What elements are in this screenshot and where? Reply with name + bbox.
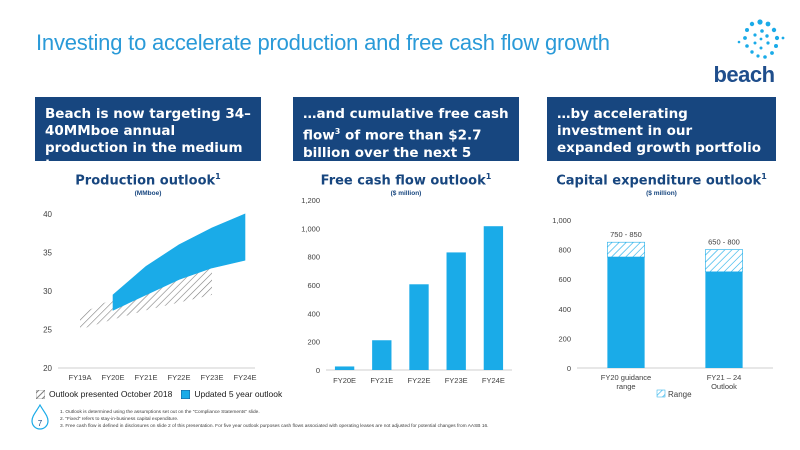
- legend-label: Updated 5 year outlook: [194, 389, 283, 399]
- y-tick-label: 35: [43, 249, 52, 258]
- range-legend-label: Range: [668, 390, 692, 399]
- callout-fcf: …and cumulative free cash flow3 of more …: [293, 97, 519, 178]
- page-title: Investing to accelerate production and f…: [36, 30, 610, 55]
- x-tick-label: FY24E: [482, 376, 505, 385]
- callout-footnote-ref: 3: [334, 127, 341, 136]
- legend-item-updated: Updated 5 year outlook: [181, 389, 282, 399]
- range-legend-swatch: [656, 389, 666, 398]
- x-tick-label: range: [616, 382, 635, 391]
- chart-title-text: Capital expenditure outlook: [556, 173, 762, 189]
- y-tick-label: 20: [43, 364, 52, 373]
- x-tick-label: FY22E: [408, 376, 431, 385]
- bar-range: [705, 249, 743, 273]
- y-tick-label: 30: [43, 287, 52, 296]
- x-tick-label: FY23E: [445, 376, 468, 385]
- band-oct2018: [80, 267, 212, 330]
- x-tick-label: FY22E: [168, 373, 191, 382]
- callout-text: …and cumulative free cash flow: [303, 106, 509, 144]
- fcf-chart: 0 200 400 600 800 1,000 1,200 FY20E FY21E FY22E FY…: [290, 192, 520, 392]
- y-tick-label: 1,000: [552, 216, 571, 225]
- legend-label: Outlook presented October 2018: [49, 389, 173, 399]
- bar-range: [607, 241, 645, 258]
- band-updated-outlook: [112, 213, 246, 311]
- x-tick-label: FY20E: [333, 376, 356, 385]
- callout-production: Beach is now targeting 34–40MMboe annual…: [35, 97, 261, 173]
- legend-item-oct2018: Outlook presented October 2018: [36, 389, 172, 399]
- y-tick-label: 1,200: [301, 196, 320, 205]
- bar: [483, 226, 504, 370]
- y-tick-label: 600: [558, 275, 571, 284]
- chart-title-text: Free cash flow outlook: [320, 173, 486, 189]
- chart-title-footnote-ref: 1: [761, 172, 767, 181]
- beach-logo-icon: [737, 19, 785, 59]
- bar-base: [607, 257, 645, 368]
- chart-subtitle-capex: ($ million): [646, 190, 677, 197]
- chart-title-production: Production outlook1: [35, 172, 261, 188]
- y-tick-label: 800: [307, 253, 320, 262]
- callout-capex: …by accelerating investment in our expan…: [547, 97, 776, 161]
- callout-text: Beach is now targeting 34–40MMboe annual…: [45, 106, 251, 173]
- y-tick-label: 200: [558, 334, 571, 343]
- bar: [372, 340, 392, 370]
- solid-swatch-icon: [181, 389, 191, 399]
- y-tick-label: 600: [307, 281, 320, 290]
- bar: [409, 284, 429, 370]
- chart-title-fcf: Free cash flow outlook1: [293, 172, 519, 188]
- chart-subtitle-production: (MMboe): [134, 190, 162, 197]
- x-tick-label: FY21 – 24: [707, 373, 742, 382]
- footnote: 3. Free cash flow is defined in disclosu…: [60, 424, 489, 430]
- bar-base: [705, 271, 743, 368]
- chart-subtitle-fcf: ($ million): [390, 190, 422, 197]
- x-tick-label: FY21E: [370, 376, 393, 385]
- data-label: 750 - 850: [610, 230, 642, 239]
- bar: [446, 252, 466, 370]
- footnote: 1. Outlook is determined using the assum…: [60, 410, 260, 415]
- x-tick-label: FY19A: [69, 373, 92, 382]
- chart-svg: 0 200 400 600 800 1,000 750 - 850 FY20 guidance…: [552, 216, 773, 399]
- chart-title-text: Production outlook: [75, 173, 216, 189]
- chart-title-footnote-ref: 1: [215, 172, 221, 181]
- callout-text: …by accelerating investment in our expan…: [557, 106, 761, 156]
- logo-wordmark: beach: [713, 62, 775, 87]
- capex-chart: 0 200 400 600 800 1,000 750 - 850 FY20 guidance…: [545, 210, 780, 405]
- y-tick-label: 1,000: [301, 224, 320, 233]
- y-tick-label: 0: [316, 366, 320, 375]
- chart-title-footnote-ref: 1: [485, 172, 492, 181]
- footnotes: 1. Outlook is determined using the assum…: [60, 409, 489, 431]
- x-tick-label: FY24E: [234, 373, 257, 382]
- footnote: 2. "Fixed" refers to stay-in-business ca…: [60, 417, 179, 423]
- chart-svg: 0 200 400 600 800 1,000 1,200 FY20E FY21E FY22E FY…: [301, 196, 512, 385]
- y-tick-label: 25: [43, 326, 52, 335]
- x-tick-label: Outlook: [711, 382, 737, 391]
- production-chart: 20 25 30 35 40 FY19A FY20E FY21E FY22E FY23E FY24E: [30, 200, 265, 390]
- production-legend: Outlook presented October 2018 Updated 5…: [36, 389, 291, 399]
- x-tick-label: FY20E: [102, 373, 125, 382]
- hatch-swatch-icon: [36, 389, 45, 399]
- x-tick-label: FY21E: [135, 373, 158, 382]
- bar: [334, 366, 355, 370]
- y-tick-label: 400: [307, 309, 320, 318]
- chart-svg: 20 25 30 35 40 FY19A FY20E FY21E FY22E FY23E FY24E: [43, 210, 257, 382]
- y-tick-label: 40: [43, 210, 52, 219]
- x-tick-label: FY20 guidance: [601, 373, 651, 382]
- y-tick-label: 400: [558, 305, 571, 314]
- y-tick-label: 800: [558, 246, 571, 255]
- callout-text-continued: of more than $2.7 billion over the next …: [303, 127, 482, 178]
- y-tick-label: 200: [307, 338, 320, 347]
- droplet-icon: [31, 404, 49, 430]
- x-tick-label: FY23E: [201, 373, 224, 382]
- page-number: 7: [37, 419, 43, 428]
- data-label: 650 - 800: [708, 238, 740, 247]
- y-tick-label: 0: [567, 364, 571, 373]
- chart-title-capex: Capital expenditure outlook1: [547, 172, 776, 188]
